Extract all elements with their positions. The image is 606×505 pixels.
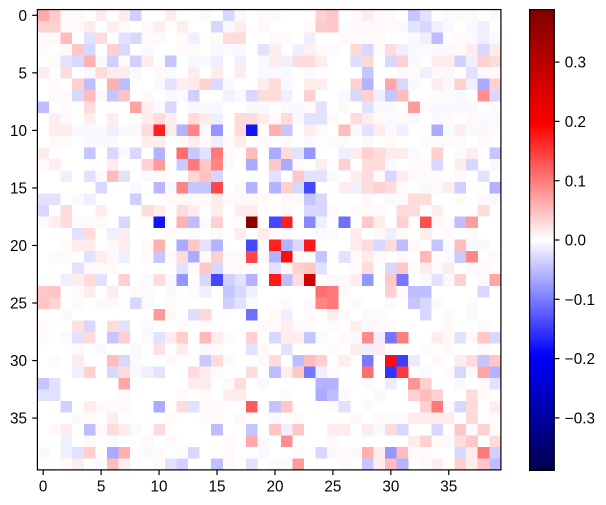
svg-text:−0.2: −0.2 xyxy=(565,351,595,368)
svg-text:10: 10 xyxy=(10,123,27,140)
svg-text:20: 20 xyxy=(10,238,27,255)
svg-text:0.2: 0.2 xyxy=(565,114,586,131)
svg-text:20: 20 xyxy=(266,479,283,496)
svg-text:−0.1: −0.1 xyxy=(565,292,595,309)
svg-text:0: 0 xyxy=(18,8,27,25)
svg-text:−0.3: −0.3 xyxy=(565,411,595,428)
svg-text:30: 30 xyxy=(10,353,27,370)
svg-text:0.3: 0.3 xyxy=(565,55,586,72)
svg-text:0: 0 xyxy=(39,479,48,496)
svg-text:10: 10 xyxy=(151,479,168,496)
svg-text:15: 15 xyxy=(209,479,226,496)
svg-text:0.1: 0.1 xyxy=(565,173,586,190)
svg-text:0.0: 0.0 xyxy=(565,233,586,250)
svg-text:15: 15 xyxy=(10,181,27,198)
svg-text:25: 25 xyxy=(324,479,341,496)
svg-text:35: 35 xyxy=(10,411,27,428)
svg-text:5: 5 xyxy=(97,479,106,496)
svg-text:25: 25 xyxy=(10,296,27,313)
svg-text:35: 35 xyxy=(440,479,457,496)
svg-text:30: 30 xyxy=(382,479,399,496)
svg-text:5: 5 xyxy=(18,65,27,82)
